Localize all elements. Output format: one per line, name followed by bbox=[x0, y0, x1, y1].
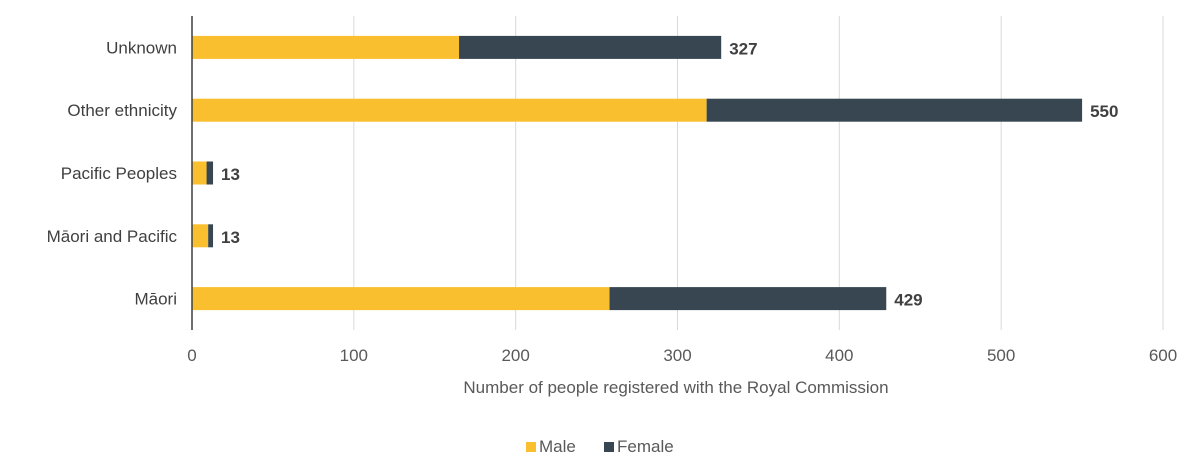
x-tick-label: 100 bbox=[340, 346, 368, 365]
bar-female-3 bbox=[206, 161, 214, 185]
bar-male-4 bbox=[192, 224, 209, 248]
x-tick-label: 0 bbox=[187, 346, 196, 365]
legend: Male Female bbox=[526, 437, 674, 456]
bar-female-4 bbox=[208, 224, 214, 248]
bar-male-2 bbox=[192, 98, 707, 122]
legend-label-female: Female bbox=[617, 437, 674, 456]
total-label: 327 bbox=[729, 39, 757, 58]
x-tick-label: 600 bbox=[1149, 346, 1177, 365]
x-tick-labels: 0 100 200 300 400 500 600 bbox=[187, 346, 1177, 365]
total-label: 13 bbox=[221, 228, 240, 247]
bar-female-2 bbox=[706, 98, 1083, 122]
legend-label-male: Male bbox=[539, 437, 576, 456]
total-labels: 327 550 13 13 429 bbox=[221, 39, 1118, 309]
x-tick-label: 300 bbox=[663, 346, 691, 365]
category-label: Māori bbox=[134, 290, 177, 309]
bar-male-1 bbox=[192, 35, 460, 59]
total-label: 13 bbox=[221, 165, 240, 184]
category-labels: Unknown Other ethnicity Pacific Peoples Māo… bbox=[47, 38, 178, 308]
x-axis-title: Number of people registered with the Roy… bbox=[463, 378, 888, 397]
total-label: 550 bbox=[1090, 102, 1118, 121]
bar-female-1 bbox=[459, 35, 722, 59]
x-tick-label: 200 bbox=[501, 346, 529, 365]
bar-male-3 bbox=[192, 161, 207, 185]
x-tick-label: 400 bbox=[825, 346, 853, 365]
category-label: Pacific Peoples bbox=[61, 164, 177, 183]
category-label: Other ethnicity bbox=[67, 101, 177, 120]
category-label: Māori and Pacific bbox=[47, 227, 178, 246]
total-label: 429 bbox=[894, 291, 922, 310]
legend-swatch-female bbox=[604, 442, 614, 452]
bar-female-5 bbox=[609, 287, 887, 311]
legend-swatch-male bbox=[526, 442, 536, 452]
bars bbox=[192, 35, 1083, 311]
bar-male-5 bbox=[192, 287, 610, 311]
gridlines bbox=[353, 16, 1164, 330]
category-label: Unknown bbox=[106, 38, 177, 57]
x-tick-label: 500 bbox=[987, 346, 1015, 365]
